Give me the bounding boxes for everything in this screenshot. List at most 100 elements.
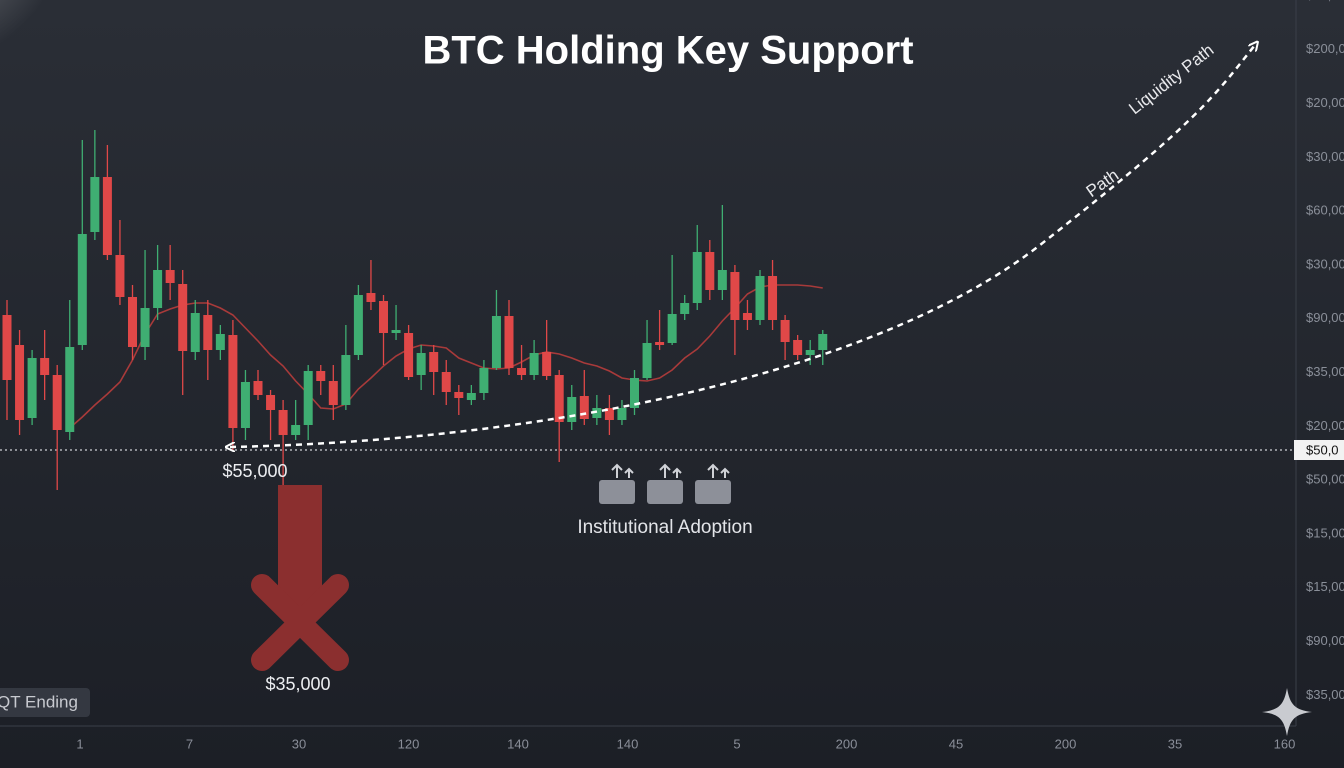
candle-body: [554, 375, 564, 422]
y-axis-label: $20,00: [1306, 418, 1344, 433]
y-axis-label: $15,00: [1306, 579, 1344, 594]
candle-body: [341, 355, 351, 405]
y-axis-label: $24,0: [1306, 0, 1339, 2]
candle-body: [705, 252, 715, 290]
x-axis-label: 45: [949, 736, 963, 751]
target-cross: [251, 574, 349, 671]
candle-body: [165, 270, 175, 283]
trend-path: [230, 45, 1255, 447]
candle-body: [291, 425, 301, 435]
candle-body: [454, 392, 464, 398]
y-axis-label: $15,00: [1306, 525, 1344, 540]
candle-body: [77, 234, 87, 345]
candle-body: [153, 270, 163, 308]
target-label: $35,000: [265, 674, 330, 694]
candle-body: [642, 343, 652, 378]
candle-body: [2, 315, 12, 380]
candle-body: [366, 293, 376, 302]
candle-body: [742, 313, 752, 320]
qt-box: [0, 688, 90, 717]
candle-body: [655, 342, 665, 345]
candle-body: [215, 334, 225, 350]
candle-body: [353, 295, 363, 355]
candle-body: [441, 372, 451, 392]
x-axis-label: 200: [836, 736, 858, 751]
annotation: QT Ending: [0, 692, 78, 711]
candle-body: [768, 276, 778, 320]
candle-body: [667, 314, 677, 343]
candle-body: [542, 352, 552, 376]
y-axis-label: $90,00: [1306, 633, 1344, 648]
candle-body: [328, 381, 338, 405]
candle-body: [730, 272, 740, 320]
candle-body: [316, 371, 326, 381]
x-axis-label: 120: [398, 736, 420, 751]
candle-body: [466, 393, 476, 400]
candle-body: [303, 371, 313, 425]
x-axis-label: 35: [1168, 736, 1182, 751]
x-axis-label: 1: [76, 736, 83, 751]
candle-body: [793, 340, 803, 355]
candle-body: [178, 284, 188, 351]
x-axis-label: 160: [1274, 736, 1296, 751]
candle-body: [140, 308, 150, 347]
candle-body: [391, 330, 401, 333]
y-axis-label: $30,00: [1306, 256, 1344, 271]
y-axis-label: $20,00: [1306, 95, 1344, 110]
candle-body: [15, 345, 25, 420]
target-arrow: [278, 485, 322, 610]
candle-body: [27, 358, 37, 418]
candle-body: [818, 334, 828, 350]
candle-body: [755, 276, 765, 320]
candle-body: [504, 316, 514, 368]
candle-body: [379, 301, 388, 333]
y-axis-label: $50,00: [1306, 472, 1344, 487]
x-axis-label: 140: [507, 736, 529, 751]
annotation-box: Institutional Adoption: [577, 517, 753, 538]
x-axis-label: 30: [292, 736, 306, 751]
candle-body: [692, 252, 702, 303]
candle-body: [102, 177, 112, 255]
y-axis-label: $30,00: [1306, 149, 1344, 164]
annotation: Institutional Adoption: [577, 517, 753, 538]
price-tag: $50,0: [1306, 442, 1339, 457]
y-axis-label: $200,0: [1306, 41, 1344, 56]
x-axis-label: 7: [186, 736, 193, 751]
candle-body: [717, 270, 727, 290]
candle-body: [128, 297, 137, 347]
candle-body: [680, 303, 690, 314]
candle-body: [404, 333, 414, 377]
candle-body: [780, 320, 790, 342]
y-axis-label: $35,00: [1306, 687, 1344, 702]
candle-body: [240, 382, 250, 428]
candle-body: [203, 315, 213, 350]
briefcase-icons: [599, 463, 731, 504]
candle-body: [278, 410, 288, 435]
chart-title: BTC Holding Key Support: [422, 29, 913, 73]
candle-body: [65, 347, 75, 432]
candle-body: [115, 255, 125, 297]
candle-body: [266, 395, 276, 410]
glow: [0, 0, 60, 60]
candle-body: [416, 353, 426, 375]
x-axis-label: 200: [1055, 736, 1077, 751]
candle-body: [228, 335, 238, 428]
candle-body: [40, 358, 50, 375]
candle-body: [52, 375, 62, 430]
candle-body: [491, 316, 501, 368]
candle-body: [517, 368, 527, 375]
price-tag-box: [1294, 440, 1344, 460]
candle-body: [805, 350, 815, 355]
y-axis-label: $35,00: [1306, 364, 1344, 379]
candle-body: [479, 368, 489, 393]
candle-body: [90, 177, 100, 232]
candle-body: [567, 397, 577, 422]
candle-body: [190, 313, 200, 352]
candle-body: [429, 352, 439, 372]
support-label: $55,000: [222, 461, 287, 481]
y-axis-label: $90,00: [1306, 310, 1344, 325]
candle-body: [529, 353, 539, 375]
